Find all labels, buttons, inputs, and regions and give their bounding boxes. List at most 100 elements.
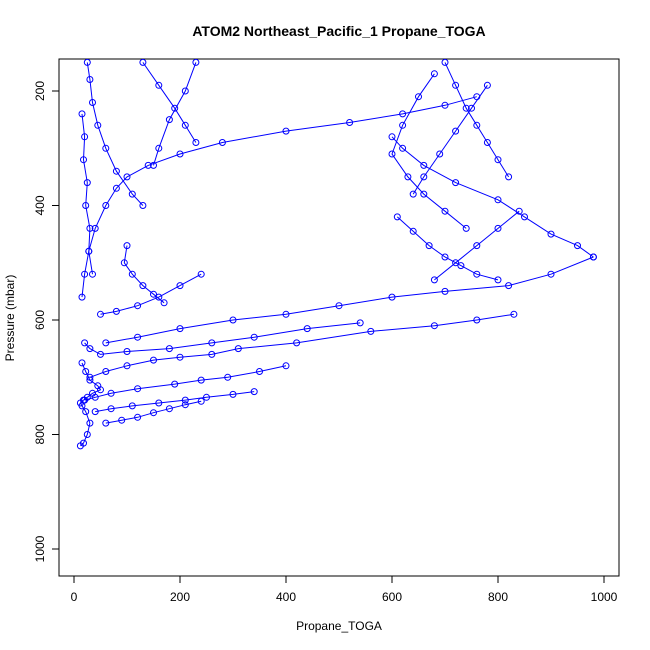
data-point bbox=[420, 173, 428, 181]
x-tick-label: 200 bbox=[170, 590, 190, 604]
series-line bbox=[153, 62, 197, 166]
data-point bbox=[89, 270, 96, 278]
data-point bbox=[128, 402, 136, 410]
data-point bbox=[112, 184, 120, 192]
series-line bbox=[412, 85, 488, 195]
series-14 bbox=[388, 70, 470, 232]
series-5 bbox=[102, 253, 597, 347]
data-point bbox=[356, 319, 364, 327]
data-point bbox=[78, 359, 86, 367]
data-point bbox=[409, 227, 417, 235]
x-tick-label: 1000 bbox=[591, 590, 618, 604]
y-tick-label: 400 bbox=[33, 195, 47, 215]
data-point bbox=[441, 59, 449, 66]
data-point bbox=[102, 144, 110, 152]
y-tick-label: 600 bbox=[33, 310, 47, 330]
data-point bbox=[150, 290, 157, 298]
data-point bbox=[97, 310, 104, 318]
data-point bbox=[165, 345, 173, 353]
data-point bbox=[399, 144, 407, 152]
data-point bbox=[505, 173, 513, 181]
series-layer bbox=[76, 59, 597, 450]
data-point bbox=[335, 302, 343, 310]
data-point bbox=[521, 213, 528, 221]
data-point bbox=[102, 419, 110, 427]
data-point bbox=[139, 59, 147, 66]
series-17 bbox=[430, 207, 523, 284]
data-point bbox=[547, 230, 555, 238]
data-point bbox=[515, 207, 523, 215]
data-point bbox=[441, 287, 449, 295]
data-point bbox=[171, 104, 179, 112]
data-point bbox=[388, 293, 396, 301]
data-point bbox=[86, 76, 94, 83]
data-point bbox=[107, 389, 115, 397]
series-16 bbox=[409, 81, 491, 198]
data-point bbox=[346, 119, 354, 126]
data-point bbox=[82, 408, 90, 416]
series-18 bbox=[78, 110, 96, 278]
data-point bbox=[415, 93, 422, 101]
x-tick-label: 800 bbox=[488, 590, 508, 604]
series-13 bbox=[441, 59, 513, 181]
data-point bbox=[224, 373, 232, 381]
data-point bbox=[81, 133, 89, 141]
data-point bbox=[123, 348, 131, 355]
data-point bbox=[86, 373, 94, 381]
series-2 bbox=[78, 93, 481, 301]
series-line bbox=[105, 400, 202, 424]
data-point bbox=[128, 190, 136, 198]
series-15 bbox=[393, 213, 502, 284]
data-point bbox=[282, 127, 290, 135]
data-point bbox=[234, 345, 242, 353]
data-point bbox=[425, 242, 433, 250]
data-point bbox=[83, 179, 91, 187]
data-point bbox=[80, 439, 87, 447]
data-point bbox=[452, 81, 460, 89]
series-line bbox=[81, 113, 93, 275]
data-point bbox=[128, 270, 136, 278]
data-point bbox=[89, 99, 96, 106]
data-point bbox=[134, 333, 142, 341]
data-point bbox=[197, 270, 205, 278]
data-point bbox=[192, 139, 200, 146]
data-point bbox=[441, 253, 449, 261]
data-point bbox=[112, 307, 120, 315]
series-line bbox=[391, 73, 467, 229]
data-point bbox=[120, 259, 128, 267]
data-point bbox=[112, 167, 120, 175]
data-point bbox=[457, 262, 465, 270]
data-point bbox=[250, 388, 258, 396]
data-point bbox=[282, 310, 290, 318]
data-point bbox=[181, 396, 189, 404]
data-point bbox=[494, 156, 502, 164]
data-point bbox=[388, 133, 396, 141]
data-point bbox=[155, 144, 163, 152]
data-point bbox=[80, 156, 87, 164]
data-point bbox=[86, 345, 94, 353]
data-point bbox=[86, 419, 94, 427]
y-tick-label: 800 bbox=[33, 424, 47, 444]
data-point bbox=[473, 270, 481, 278]
data-point bbox=[82, 202, 90, 209]
series-4 bbox=[388, 133, 597, 261]
data-point bbox=[123, 362, 131, 370]
series-9 bbox=[102, 397, 205, 427]
data-point bbox=[78, 110, 86, 118]
series-line bbox=[84, 365, 287, 401]
data-point bbox=[441, 101, 449, 109]
data-point bbox=[86, 224, 94, 232]
data-point bbox=[430, 322, 438, 330]
data-point bbox=[430, 70, 438, 78]
data-point bbox=[293, 339, 301, 347]
data-point bbox=[85, 247, 93, 255]
data-point bbox=[181, 121, 189, 129]
series-20 bbox=[97, 270, 205, 318]
data-point bbox=[171, 380, 179, 388]
data-point bbox=[452, 127, 460, 135]
data-point bbox=[91, 408, 99, 416]
data-point bbox=[81, 339, 89, 347]
data-point bbox=[81, 270, 89, 278]
data-point bbox=[139, 282, 147, 290]
data-point bbox=[150, 409, 157, 417]
